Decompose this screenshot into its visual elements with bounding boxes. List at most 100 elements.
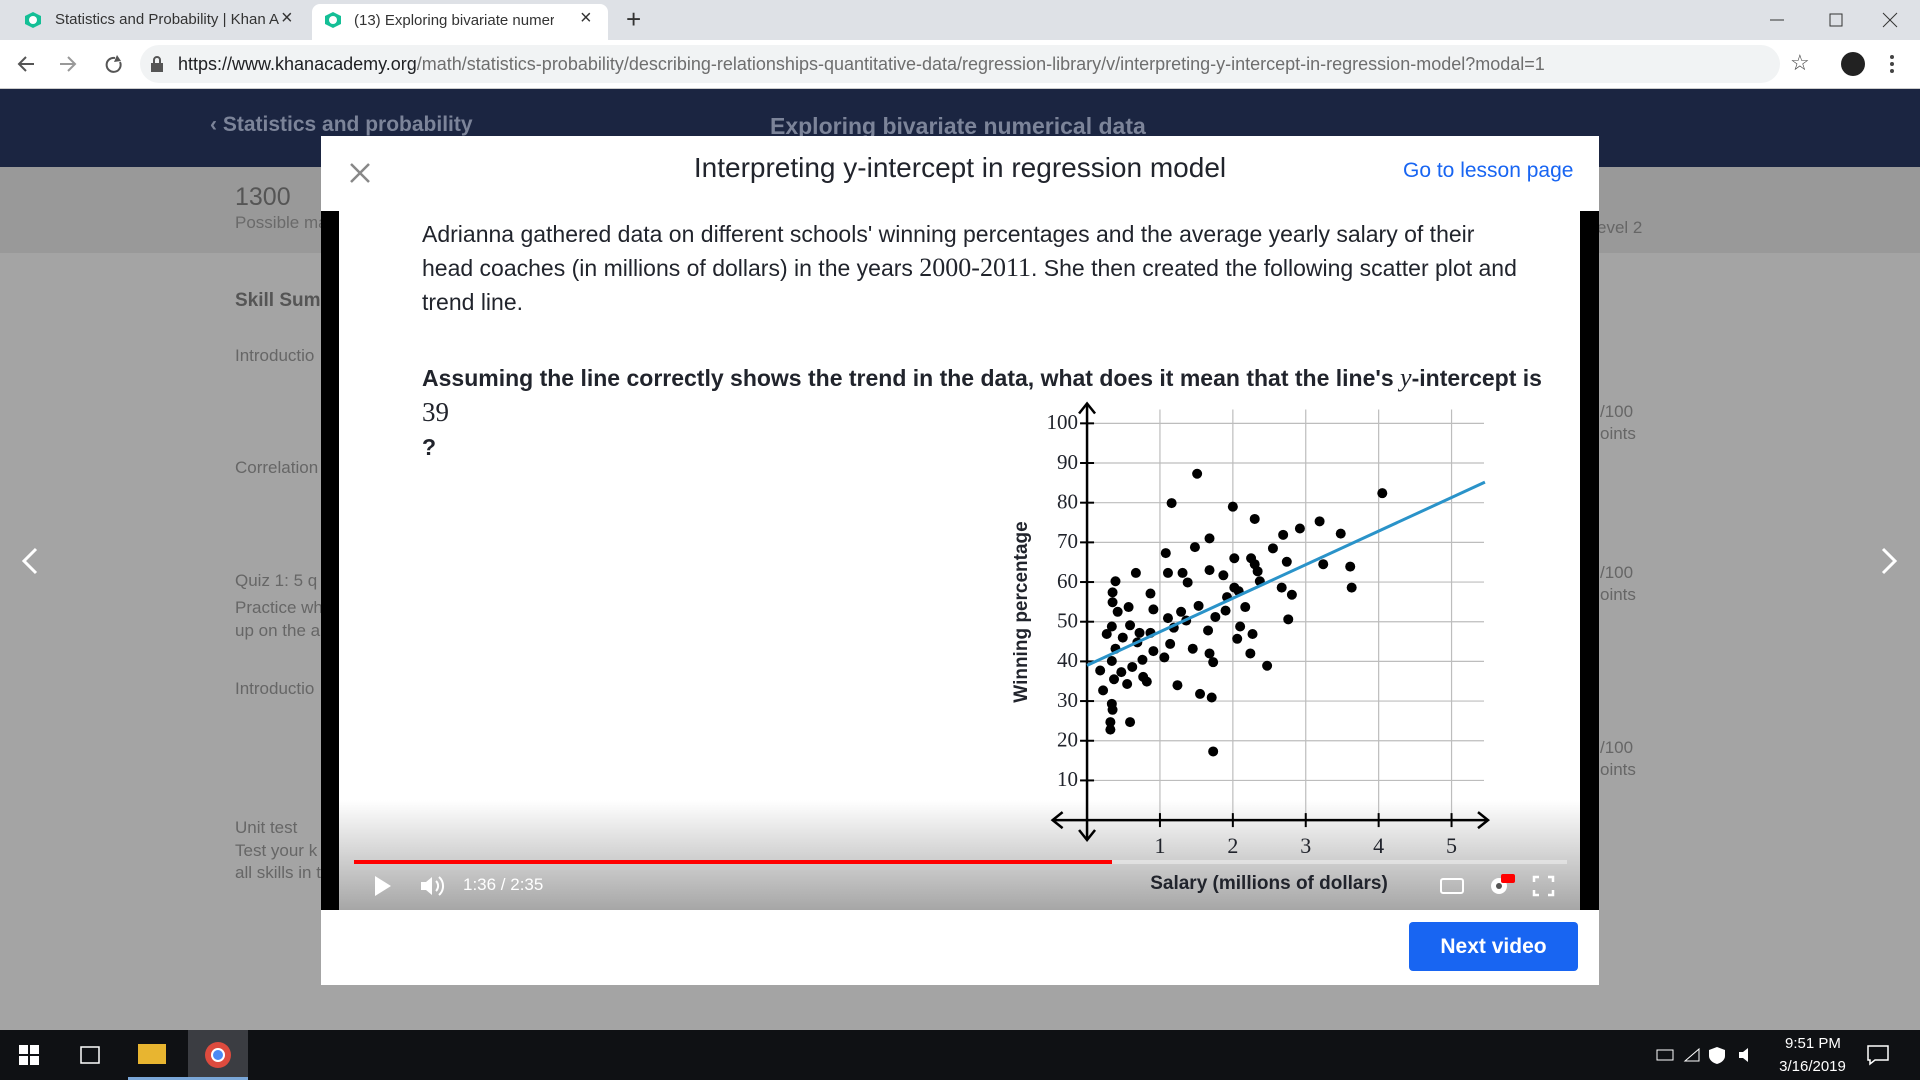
y-tick-label: 80: [1057, 490, 1078, 514]
next-arrow[interactable]: [1877, 546, 1901, 576]
point: [1165, 638, 1176, 649]
question-text: Assuming the line correctly shows the tr…: [422, 361, 1552, 464]
y-tick-label: 10: [1057, 767, 1078, 791]
point: [1116, 667, 1127, 678]
video-player[interactable]: Adrianna gathered data on different scho…: [321, 211, 1599, 910]
task-view[interactable]: [78, 1045, 102, 1065]
point: [1095, 665, 1106, 676]
point: [1232, 633, 1243, 644]
point: [1166, 498, 1177, 509]
sidebar-item: Correlation: [235, 458, 319, 477]
point: [1159, 652, 1170, 663]
point: [1107, 587, 1118, 598]
omnibox[interactable]: [140, 45, 1780, 83]
point: [1204, 565, 1215, 576]
sidebar-item: up on the a: [235, 621, 321, 640]
y-tick-label: 30: [1057, 688, 1078, 712]
point: [1286, 589, 1297, 600]
point: [1130, 567, 1141, 578]
x-tick-label: 3: [1300, 833, 1311, 858]
point: [1145, 588, 1156, 599]
point: [1220, 605, 1231, 616]
point: [1346, 582, 1357, 593]
point: [1189, 542, 1200, 553]
tab-close[interactable]: ×: [281, 7, 293, 29]
point: [1123, 602, 1134, 613]
window-controls[interactable]: [1760, 0, 1920, 40]
breadcrumb[interactable]: ‹ Statistics and probability: [210, 113, 473, 136]
nav-buttons[interactable]: [14, 52, 134, 76]
pinned-apps[interactable]: [128, 1030, 248, 1080]
point: [1106, 621, 1117, 632]
text: . She then created the following scatter…: [422, 255, 1517, 315]
text: Adrianna gathered data on different scho…: [422, 221, 1475, 281]
trend-line: [1086, 480, 1486, 667]
y-axis-label: Winning percentage: [1011, 521, 1032, 702]
modal-title: Interpreting y-intercept in regression m…: [693, 152, 1227, 183]
clock-time: 9:51 PM: [1785, 1035, 1841, 1052]
panel-text: oints: [1600, 424, 1636, 443]
point: [1193, 600, 1204, 611]
panel-text: oints: [1600, 585, 1636, 604]
point: [1125, 717, 1136, 728]
point: [1101, 629, 1112, 640]
point: [1106, 655, 1117, 666]
avatar[interactable]: [1841, 52, 1865, 76]
panel-text: oints: [1600, 760, 1636, 779]
point: [1278, 529, 1289, 540]
point: [1267, 543, 1278, 554]
point: [1208, 657, 1219, 668]
active-tab[interactable]: (13) Exploring bivariate numerica ×: [312, 4, 608, 40]
x-axis-label: Salary (millions of dollars): [1150, 873, 1388, 894]
tab-title: (13) Exploring bivariate numerica: [354, 12, 554, 29]
start-button[interactable]: [19, 1045, 39, 1065]
y-tick-label: 90: [1057, 450, 1078, 474]
close-button[interactable]: [349, 162, 371, 184]
axis-arrows: [1050, 401, 1491, 843]
prev-arrow[interactable]: [18, 546, 42, 576]
y-tick-label: 20: [1057, 728, 1078, 752]
point: [1192, 468, 1203, 479]
favicon: [325, 12, 341, 28]
point: [1252, 566, 1263, 577]
point: [1262, 660, 1273, 671]
point: [1204, 533, 1215, 544]
text: -intercept is: [1411, 365, 1542, 391]
progress-played: [354, 860, 1112, 864]
y-tick-label: 60: [1057, 569, 1078, 593]
play-volume[interactable]: [373, 874, 463, 898]
video-frame: [339, 211, 1580, 910]
controls-gradient: [339, 800, 1580, 910]
tray-icons[interactable]: [1655, 1045, 1765, 1065]
sidebar-item: Unit test: [235, 818, 298, 837]
tab-close[interactable]: ×: [580, 7, 592, 29]
point: [1117, 632, 1128, 643]
action-center[interactable]: [1866, 1044, 1890, 1066]
bookmark-star[interactable]: ☆: [1790, 50, 1810, 75]
point: [1318, 559, 1329, 570]
player-buttons[interactable]: [1439, 874, 1559, 898]
clock-date: 3/16/2019: [1779, 1058, 1846, 1075]
point: [1281, 556, 1292, 567]
years: 2000-2011: [919, 253, 1031, 282]
point: [1294, 523, 1305, 534]
point: [1210, 611, 1221, 622]
new-tab[interactable]: +: [626, 4, 642, 34]
sidebar-item: Quiz 1: 5 q: [235, 571, 318, 590]
next-video-button[interactable]: Next video: [1409, 922, 1578, 971]
point: [1276, 582, 1287, 593]
menu[interactable]: [1888, 54, 1896, 74]
problem-text: Adrianna gathered data on different scho…: [422, 217, 1522, 319]
panel-text: /100: [1600, 738, 1634, 757]
panel-text: /100: [1600, 402, 1634, 421]
lesson-link[interactable]: Go to lesson page: [1403, 159, 1574, 182]
text: Assuming the line correctly shows the tr…: [422, 365, 1401, 391]
point: [1218, 570, 1229, 581]
point: [1204, 648, 1215, 659]
point: [1109, 674, 1120, 685]
tab[interactable]: Statistics and Probability | Khan A ×: [0, 0, 306, 40]
point: [1148, 646, 1159, 657]
unit-title: Exploring bivariate numerical data: [770, 113, 1146, 139]
point: [1112, 606, 1123, 617]
